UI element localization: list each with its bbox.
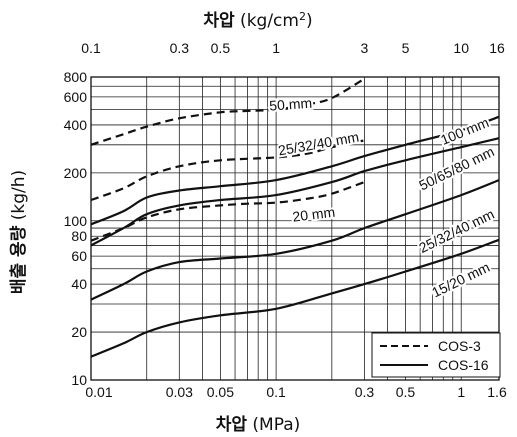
top-tick-label: 5	[402, 40, 410, 56]
x-tick-label: 1	[457, 384, 465, 400]
plot-frame	[90, 76, 500, 381]
x-tick-label: 0.5	[396, 384, 416, 400]
y-tick-label: 10	[71, 372, 87, 388]
y-tick-label: 60	[71, 248, 87, 264]
y-tick-label: 20	[71, 324, 87, 340]
top-tick-label: 16	[489, 40, 505, 56]
curve-label-cos3-50-mm: 50 mm	[269, 95, 313, 114]
top-tick-label: 0.3	[170, 40, 190, 56]
top-tick-label: 0.1	[81, 40, 101, 56]
x-axis-title: 차압 (MPa)	[216, 414, 301, 435]
top-tick-label: 0.5	[211, 40, 231, 56]
y-tick-label: 400	[64, 117, 88, 133]
top-axis-title: 차압 (kg/cm2)	[203, 10, 312, 31]
legend-label-cos3: COS-3	[438, 338, 481, 354]
x-tick-label: 0.3	[355, 384, 375, 400]
y-tick-label: 100	[64, 213, 88, 229]
x-tick-label: 1.6	[487, 384, 507, 400]
series-line-cos3-50-mm	[90, 77, 365, 146]
y-tick-label: 800	[64, 69, 88, 85]
series-line-cos3-20-mm	[90, 181, 365, 242]
series-line-cos16-25-32-40-mm	[90, 179, 500, 301]
y-tick-label: 600	[64, 89, 88, 105]
grid-lines	[90, 76, 500, 381]
y-tick-label: 40	[71, 276, 87, 292]
series-line-cos16-50-65-80-mm	[90, 137, 500, 247]
y-axis-title: 배출 용량 (kg/h)	[9, 170, 29, 294]
curve-label-cos3-20-mm: 20 mm	[292, 204, 336, 225]
x-tick-label: 0.05	[207, 384, 234, 400]
legend: COS-3 COS-16	[371, 332, 501, 378]
x-tick-label: 0.01	[85, 384, 112, 400]
x-tick-label: 0.1	[266, 384, 286, 400]
series-layer	[90, 77, 500, 358]
top-tick-label: 1	[272, 40, 280, 56]
curve-label-cos16-25-32-40-mm: 25/32/40 mm	[416, 206, 496, 256]
legend-label-cos16: COS-16	[438, 357, 489, 373]
x-tick-label: 0.03	[166, 384, 193, 400]
top-tick-label: 10	[453, 40, 469, 56]
series-line-cos16-100-mm	[90, 115, 500, 226]
y-tick-label: 200	[64, 165, 88, 181]
top-tick-label: 3	[361, 40, 369, 56]
curve-label-cos3-25-32-40-mm: 25/32/40 mm	[277, 129, 360, 159]
series-line-cos16-15-20-mm	[90, 238, 500, 358]
legend-box	[371, 332, 501, 378]
series-line-cos3-25-32-40-mm	[90, 139, 365, 202]
y-tick-label: 80	[71, 228, 87, 244]
curve-label-cos16-15-20-mm: 15/20 mm	[429, 259, 492, 301]
tick-labels: 0.01 0.03 0.05 0.1 0.3 0.5 1 1.6 0.1 0.3 0.5 1 3 5 10 1…	[64, 40, 507, 400]
